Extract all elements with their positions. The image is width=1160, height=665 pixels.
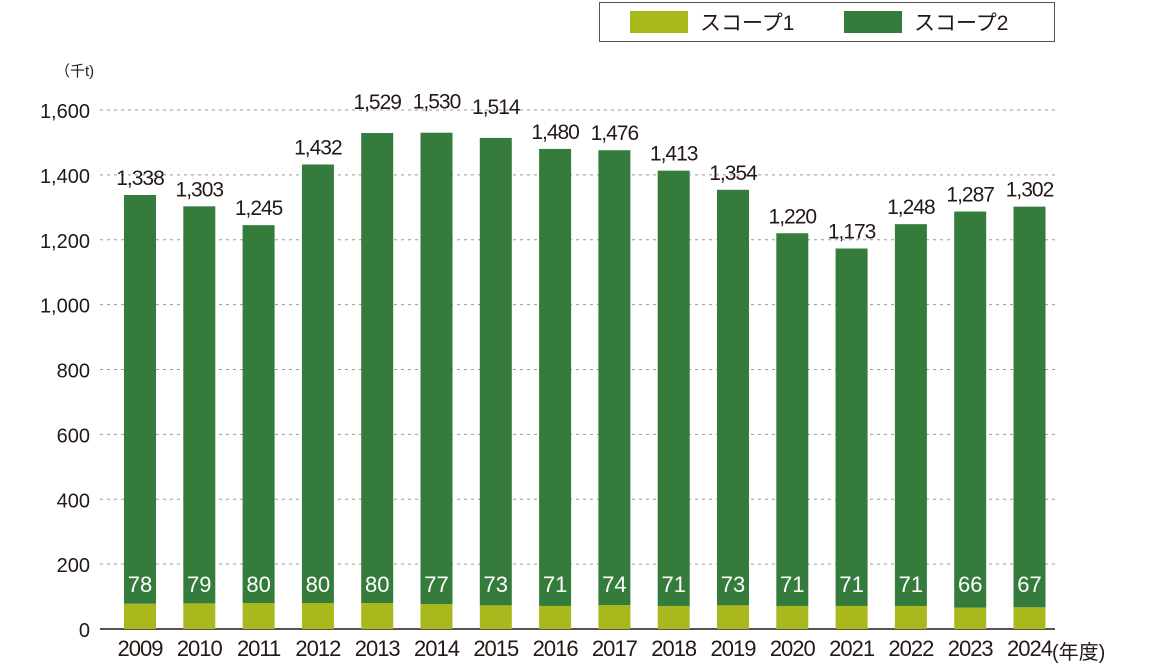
bar-segment-scope1 [598,604,631,629]
total-value-label: 1,220 [769,205,817,228]
x-tick-label: 2024 [1007,636,1053,660]
bar-segment-scope2 [954,211,987,608]
bar-segment-scope1 [124,603,156,629]
bar-segment-scope2 [242,225,275,604]
total-value-label: 1,338 [116,167,164,190]
y-tick-label: 1,000 [40,296,90,318]
x-axis-suffix-label: (年度) [1052,642,1106,664]
x-tick-label: 2013 [355,636,401,660]
x-tick-label: 2009 [118,636,164,660]
scope1-value-label: 71 [780,572,804,597]
total-value-label: 1,302 [1006,179,1054,202]
y-tick-label: 1,400 [40,166,90,188]
bar-segment-scope2 [420,132,453,605]
x-tick-label: 2019 [711,636,757,660]
total-value-label: 1,413 [650,143,698,166]
x-tick-label: 2010 [177,636,223,660]
bar-segment-scope1 [301,603,334,629]
legend-label-scope1: スコープ1 [700,12,795,35]
total-value-label: 1,529 [353,91,401,114]
scope1-value-label: 80 [306,572,330,597]
legend: スコープ1 スコープ2 [599,2,1055,42]
scope1-value-label: 80 [365,572,389,597]
bar-segment-scope1 [1013,607,1046,629]
scope1-value-label: 78 [128,572,152,597]
scope1-value-label: 80 [246,572,270,597]
total-value-label: 1,480 [531,121,579,144]
y-tick-label: 1,600 [40,101,90,123]
legend-item-scope2: スコープ2 [844,11,1008,35]
x-tick-label: 2022 [888,636,934,660]
scope1-value-label: 73 [721,572,745,597]
bar-segment-scope2 [776,233,809,606]
total-value-label: 1,303 [176,178,224,201]
y-tick-label: 200 [57,555,90,577]
y-tick-label: 1,200 [40,231,90,253]
bar-segment-scope2 [479,137,512,606]
scope1-value-label: 71 [899,572,923,597]
bar-segment-scope2 [598,150,631,605]
total-value-label: 1,514 [472,96,521,119]
total-value-label: 1,354 [709,162,758,185]
x-tick-label: 2014 [414,636,460,660]
bar-segment-scope2 [183,206,216,604]
total-value-label: 1,432 [294,136,342,159]
total-value-label: 1,476 [591,122,639,145]
scope1-value-label: 77 [424,572,448,597]
bar-segment-scope1 [361,603,394,629]
scope1-value-label: 66 [958,572,982,597]
scope1-value-label: 71 [839,572,863,597]
bar-segment-scope2 [1013,206,1046,608]
total-value-label: 1,173 [828,221,876,244]
x-tick-label: 2023 [948,636,994,660]
total-value-label: 1,287 [946,184,994,207]
bar-segment-scope1 [776,605,809,629]
bar-segment-scope2 [124,194,156,604]
bar-segment-scope2 [657,170,690,606]
scope1-value-label: 71 [543,572,567,597]
bar-segment-scope2 [835,248,868,606]
legend-swatch-scope2 [844,11,902,33]
bar-segment-scope1 [954,607,987,629]
scope1-value-label: 71 [661,572,685,597]
y-tick-label: 600 [57,425,90,447]
x-tick-label: 2020 [770,636,816,660]
scope1-value-label: 79 [187,572,211,597]
bar-segment-scope2 [894,224,927,606]
scope1-value-label: 74 [602,572,626,597]
bar-segment-scope1 [242,603,275,629]
bar-segment-scope2 [539,148,572,606]
y-tick-label: 800 [57,361,90,383]
x-tick-label: 2016 [533,636,579,660]
x-tick-label: 2021 [829,636,875,660]
x-tick-label: 2018 [651,636,697,660]
y-axis-unit-label: （千t) [55,63,95,80]
bar-segment-scope1 [894,605,927,629]
bar-segment-scope1 [420,604,453,629]
y-tick-label: 400 [57,490,90,512]
total-value-label: 1,245 [235,197,283,220]
bar-segment-scope1 [539,605,572,629]
total-value-label: 1,248 [887,196,935,219]
scope1-value-label: 73 [484,572,508,597]
bar-segment-scope2 [361,133,394,604]
y-tick-label: 0 [79,620,90,642]
bar-segment-scope1 [479,605,512,629]
bar-segment-scope1 [183,603,216,629]
x-tick-label: 2012 [295,636,341,660]
bar-segment-scope1 [717,605,749,629]
bar-segment-scope1 [835,605,868,629]
bar-segment-scope2 [717,189,749,606]
bar-segment-scope2 [301,164,334,604]
legend-item-scope1: スコープ1 [630,11,794,35]
legend-swatch-scope1 [630,11,688,33]
x-tick-label: 2017 [592,636,638,660]
scope1-value-label: 67 [1017,572,1041,597]
bar-segment-scope1 [657,605,690,629]
legend-label-scope2: スコープ2 [914,12,1009,35]
total-value-label: 1,530 [413,91,461,114]
x-tick-label: 2011 [237,636,281,660]
x-tick-label: 2015 [473,636,519,660]
